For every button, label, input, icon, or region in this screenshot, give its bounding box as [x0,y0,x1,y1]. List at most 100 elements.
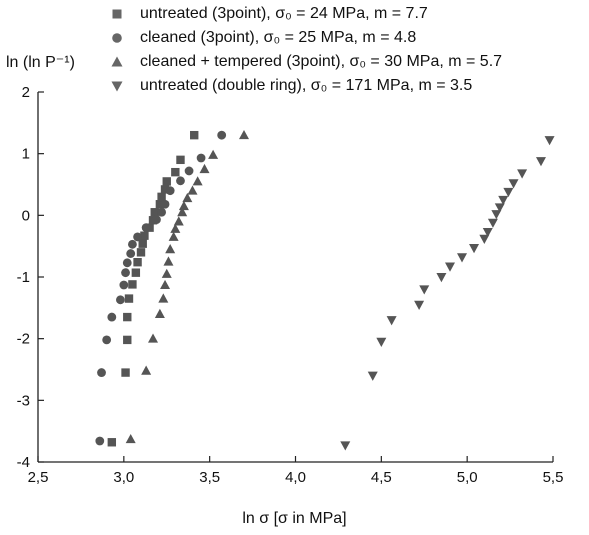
data-point-triangle-down [517,169,528,179]
data-point-triangle-down [508,179,519,189]
x-tick-label: 2,5 [28,469,49,486]
data-point-circle [160,199,170,209]
data-point-triangle-up [141,365,152,375]
data-point-circle [122,258,132,268]
y-tick-label: 0 [22,207,30,224]
data-point-triangle-up [160,279,171,290]
x-tick-label: 3,0 [113,469,134,486]
data-point-triangle-down [386,316,397,326]
data-point-triangle-down [457,253,468,263]
data-point-triangle-up [161,268,172,278]
data-point-circle [157,207,167,217]
data-point-triangle-up [165,244,176,254]
data-point-square [150,208,159,217]
data-point-triangle-up [182,192,193,203]
data-point-square [171,167,180,177]
y-tick-label: -4 [17,454,30,471]
data-point-triangle-down [414,300,425,310]
data-point-square [123,312,132,322]
y-tick-label: -2 [17,331,30,348]
legend-label: cleaned (3point), σ₀ = 25 MPa, m = 4.8 [140,29,417,46]
data-point-triangle-up [178,200,189,211]
data-point-triangle-down [491,210,502,220]
data-point-square [131,268,141,277]
data-point-square [157,192,166,202]
data-point-triangle-down [482,227,493,238]
data-point-square [160,185,170,194]
legend-label: untreated (double ring), σ₀ = 171 MPa, m… [140,77,473,94]
x-tick-label: 5,0 [457,469,478,486]
data-point-triangle-up [125,433,136,444]
data-point-triangle-up [187,185,198,195]
data-point-square [107,438,117,447]
data-point-triangle-up [168,231,179,241]
triangle-up-marker-icon [111,56,123,67]
data-point-square [176,155,185,165]
data-point-circle [126,249,136,258]
data-point-triangle-down [494,203,505,213]
x-tick-label: 5,5 [543,469,564,486]
data-point-triangle-down [498,195,509,206]
data-point-circle [128,239,137,249]
circle-marker-icon [112,33,122,43]
data-point-triangle-down [367,371,378,381]
square-marker-icon [112,9,122,19]
data-point-triangle-up [173,216,184,226]
data-point-triangle-down [503,187,514,198]
data-point-circle [97,368,106,377]
data-point-square [123,335,132,345]
data-point-circle [107,312,117,322]
data-point-circle [176,176,185,186]
data-point-triangle-up [158,293,169,303]
data-point-square [162,177,171,186]
data-point-circle [165,186,175,196]
data-point-triangle-down [376,337,387,347]
data-point-triangle-up [192,176,203,186]
y-axis-label: ln (ln P⁻¹) [6,54,75,71]
data-point-triangle-up [199,163,210,174]
x-axis-label: ln σ [σ in MPa] [242,510,347,527]
data-point-circle [133,232,142,242]
data-point-circle [184,166,194,176]
data-point-triangle-up [154,308,165,318]
data-point-triangle-up [239,129,249,140]
data-point-triangle-up [177,207,188,217]
x-tick-label: 4,0 [285,469,306,486]
data-point-triangle-up [208,149,219,159]
data-point-square [140,231,149,240]
data-point-triangle-down [469,244,480,254]
data-point-square [190,130,199,140]
data-point-triangle-up [170,223,181,233]
data-point-circle [217,130,227,140]
data-point-circle [102,335,112,345]
data-point-triangle-down [544,136,555,146]
data-point-circle [152,215,161,225]
data-point-circle [196,153,206,163]
data-point-circle [95,436,105,446]
data-point-square [121,368,130,377]
data-point-circle [119,280,129,290]
x-tick-label: 4,5 [371,469,392,486]
data-point-triangle-down [340,441,351,451]
data-point-square [136,248,146,257]
data-point-square [133,258,142,267]
data-point-triangle-up [148,333,159,343]
y-tick-label: 2 [22,84,30,101]
data-point-triangle-down [535,157,546,167]
x-tick-label: 3,5 [199,469,220,486]
data-point-circle [141,223,151,233]
triangle-down-marker-icon [111,81,123,92]
data-point-triangle-down [445,262,455,272]
data-point-square [124,294,134,303]
data-point-triangle-down [487,218,498,228]
data-point-square [138,239,147,248]
legend-label: untreated (3point), σ₀ = 24 MPa, m = 7.7 [140,5,428,22]
data-point-triangle-down [419,285,430,295]
data-point-circle [116,295,125,305]
data-point-square [128,280,137,289]
y-tick-label: -3 [17,392,30,409]
data-point-triangle-down [479,234,490,244]
data-point-triangle-up [163,256,174,266]
data-point-square [155,200,165,209]
